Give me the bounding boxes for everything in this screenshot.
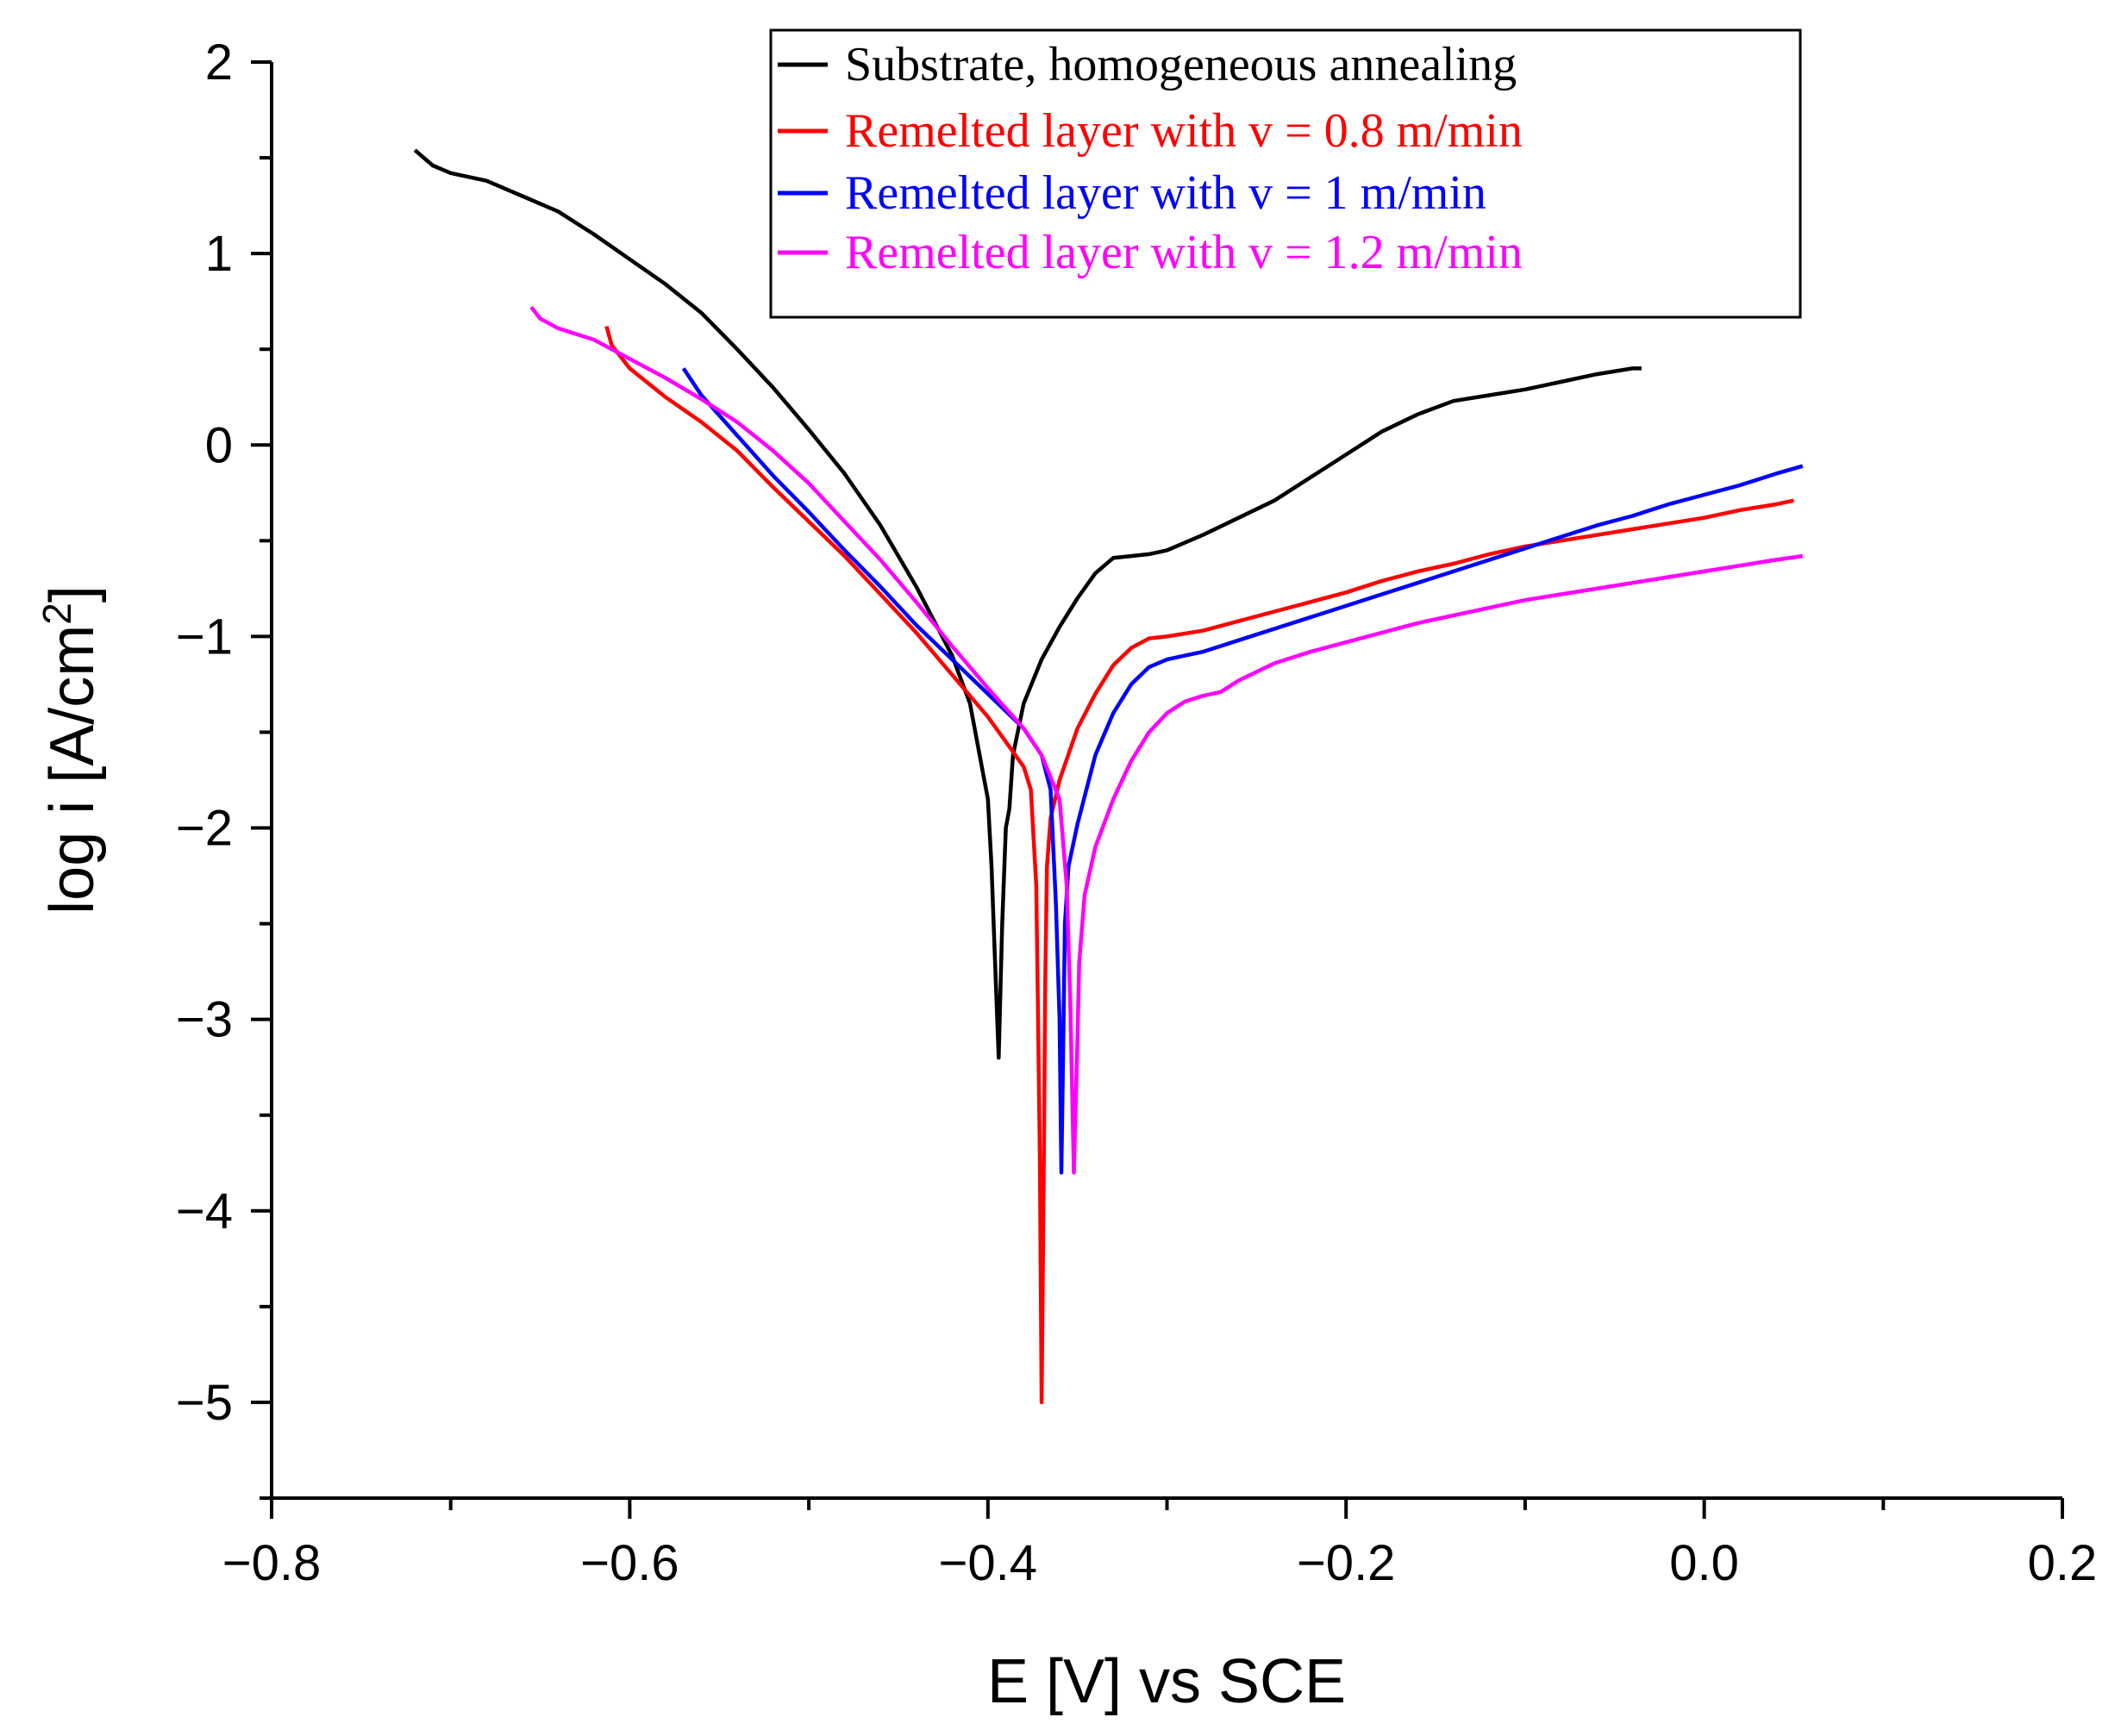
y-tick-label: 1 [205, 226, 233, 282]
x-tick-label: 0.0 [1669, 1535, 1739, 1591]
x-tick-label: −0.4 [939, 1535, 1038, 1591]
y-axis-title-end: ] [38, 585, 107, 603]
legend-label-1: Remelted layer with v = 0.8 m/min [845, 104, 1523, 158]
y-tick-label: −4 [176, 1183, 233, 1240]
x-tick-label: −0.2 [1297, 1535, 1396, 1591]
y-axis-title: log i [A/cm2] [34, 585, 107, 915]
ticks-layer: −0.8 −0.6 −0.4 −0.2 0.0 0.2 2 1 0 −1 −2 −3 −4 −5 [176, 34, 2097, 1591]
x-tick-label: 0.2 [2028, 1535, 2098, 1591]
series-line-2 [681, 367, 1804, 1175]
y-tick-label: −3 [176, 992, 233, 1048]
x-axis-title: E [V] vs SCE [987, 1647, 1346, 1716]
y-axis-title-superscript: 2 [34, 603, 79, 625]
y-tick-label: 0 [205, 417, 233, 473]
y-tick-label: −1 [176, 609, 233, 665]
x-tick-label: −0.8 [222, 1535, 322, 1591]
y-tick-label: 2 [205, 34, 233, 91]
x-tick-label: −0.6 [580, 1535, 679, 1591]
legend-label-0: Substrate, homogeneous annealing [845, 38, 1517, 91]
y-tick-label: −5 [176, 1375, 233, 1431]
legend-label-3: Remelted layer with v = 1.2 m/min [845, 226, 1523, 279]
y-axis-title-main: log i [A/cm [38, 625, 107, 915]
series-line-0 [413, 148, 1642, 1060]
series-layer [413, 148, 1804, 1405]
series-line-3 [529, 305, 1804, 1175]
legend-entries: Substrate, homogeneous annealing Remelted… [778, 38, 1523, 279]
legend-box [769, 28, 1802, 319]
legend: Substrate, homogeneous annealing Remelted… [769, 28, 1802, 319]
y-tick-label: −2 [176, 801, 233, 857]
legend-label-2: Remelted layer with v = 1 m/min [845, 166, 1486, 220]
